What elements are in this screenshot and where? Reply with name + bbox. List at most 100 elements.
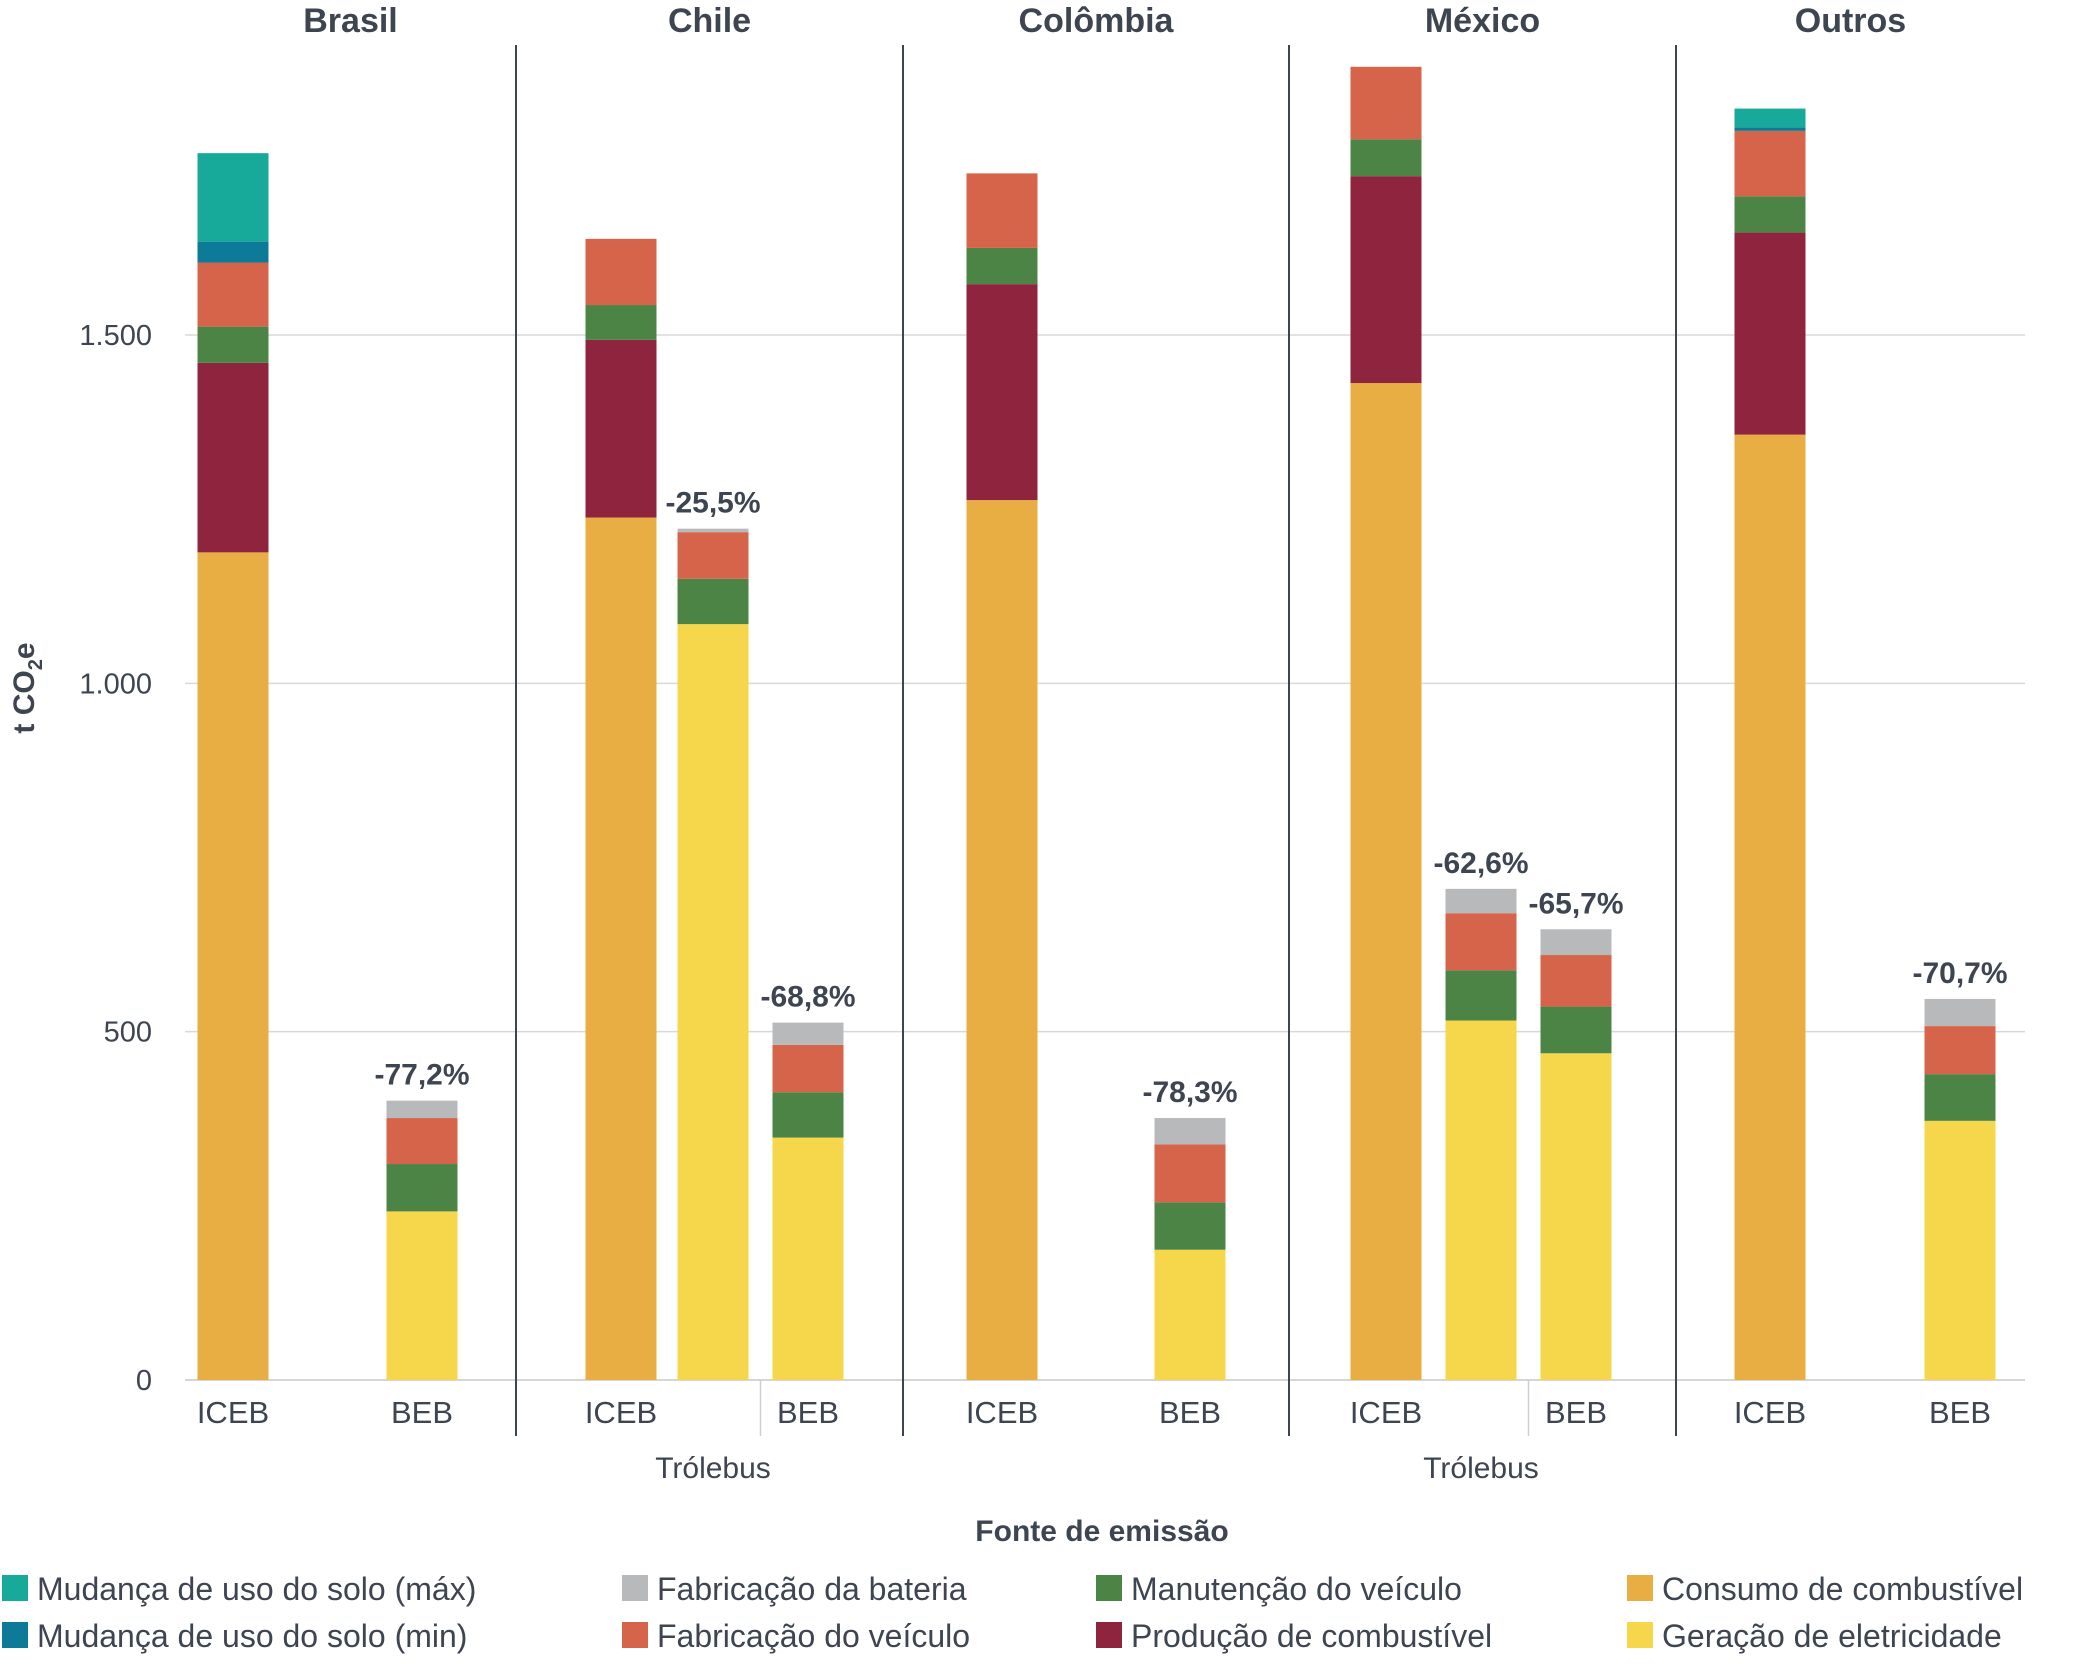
group-title: Brasil [303, 2, 398, 40]
x-category-label: BEB [391, 1395, 453, 1430]
bar-segment-consumo [1350, 383, 1422, 1380]
bar-segment-manutencao [1734, 196, 1806, 233]
group-title: Outros [1795, 2, 1906, 40]
bar-segment-fab_veiculo [1154, 1144, 1226, 1203]
group-title: México [1425, 2, 1540, 40]
legend-swatch-producao [1096, 1622, 1122, 1648]
bar-segment-fab_bateria [677, 528, 749, 533]
bar-segment-fab_bateria [772, 1022, 844, 1045]
bar-segment-fab_veiculo [585, 238, 657, 306]
group-title: Chile [668, 2, 751, 40]
bar-segment-producao [1734, 232, 1806, 435]
legend-swatch-uso_min [2, 1622, 28, 1648]
y-axis-title: t CO2e [8, 642, 47, 733]
bar-segment-fab_veiculo [197, 262, 269, 327]
bar-segment-consumo [1734, 434, 1806, 1381]
bar-segment-fab_veiculo [966, 173, 1038, 248]
bar-segment-manutencao [197, 326, 269, 363]
bar-segment-geracao [772, 1137, 844, 1380]
bar-segment-producao [197, 362, 269, 553]
reduction-label: -68,8% [760, 981, 855, 1014]
bar-segment-geracao [1445, 1020, 1517, 1380]
legend-swatch-geracao [1627, 1622, 1653, 1648]
bar-segment-fab_bateria [1154, 1118, 1226, 1145]
legend-swatch-manutencao [1096, 1575, 1122, 1601]
subgroup-label: Trólebus [655, 1452, 771, 1485]
x-category-label: ICEB [1350, 1395, 1422, 1430]
bar-segment-manutencao [966, 247, 1038, 285]
legend-label: Fabricação da bateria [657, 1571, 967, 1607]
legend-swatch-fab_bateria [622, 1575, 648, 1601]
bar-segment-fab_veiculo [1540, 955, 1612, 1007]
bar-segment-fab_veiculo [1350, 66, 1422, 140]
x-category-label: ICEB [197, 1395, 269, 1430]
legend: Mudança de uso do solo (máx) Mudança de u… [2, 1571, 2023, 1654]
x-category-label: ICEB [585, 1395, 657, 1430]
bar-segment-geracao [1154, 1249, 1226, 1380]
group-dividers [515, 45, 1677, 1436]
bar-segment-manutencao [1350, 139, 1422, 177]
bar-segment-manutencao [1540, 1006, 1612, 1054]
bar-segment-fab_bateria [1445, 888, 1517, 914]
legend-swatch-consumo [1627, 1575, 1653, 1601]
bar-segment-manutencao [1924, 1074, 1996, 1121]
x-category-label: BEB [1159, 1395, 1221, 1430]
bar-segment-fab_veiculo [386, 1118, 458, 1165]
legend-label: Mudança de uso do solo (máx) [37, 1571, 476, 1607]
legend-swatch-uso_max [2, 1575, 28, 1601]
x-axis-title: Fonte de emissão [975, 1515, 1228, 1548]
bar-segment-manutencao [1445, 970, 1517, 1021]
reduction-label: -77,2% [374, 1059, 469, 1092]
legend-label: Consumo de combustível [1662, 1571, 2023, 1607]
bar-segment-uso_min [197, 241, 269, 263]
y-tick-label: 1.000 [79, 668, 152, 700]
bar-segment-geracao [386, 1211, 458, 1380]
bar-segment-fab_veiculo [1734, 130, 1806, 197]
x-category-label: ICEB [966, 1395, 1038, 1430]
bar-segment-fab_bateria [1924, 998, 1996, 1027]
subgroup-label: Trólebus [1423, 1452, 1539, 1485]
bar-segment-fab_bateria [386, 1100, 458, 1119]
bar-segment-manutencao [1154, 1202, 1226, 1250]
bar-segment-fab_veiculo [1445, 913, 1517, 971]
x-category-label: BEB [1545, 1395, 1607, 1430]
bar-segment-fab_veiculo [677, 532, 749, 579]
bar-segment-geracao [1924, 1120, 1996, 1380]
bar-segment-producao [585, 339, 657, 518]
legend-label: Fabricação do veículo [657, 1618, 970, 1654]
reduction-label: -70,7% [1912, 957, 2007, 990]
bar-segment-uso_min [1734, 127, 1806, 131]
y-tick-label: 1.500 [79, 320, 152, 352]
bar-segment-fab_bateria [1540, 929, 1612, 956]
legend-label: Mudança de uso do solo (min) [37, 1618, 467, 1654]
bar-segment-consumo [585, 517, 657, 1380]
bar-segment-geracao [1540, 1053, 1612, 1380]
bar-segment-fab_veiculo [772, 1044, 844, 1093]
bar-segment-fab_veiculo [1924, 1026, 1996, 1075]
reduction-label: -65,7% [1528, 887, 1623, 920]
bar-segment-consumo [197, 552, 269, 1380]
gridlines: 0 500 1.000 1.500 [79, 320, 2025, 1397]
group-title: Colômbia [1019, 2, 1175, 40]
legend-swatch-fab_veiculo [622, 1622, 648, 1648]
bar-segment-uso_max [1734, 108, 1806, 128]
bar-segment-producao [966, 284, 1038, 501]
bars [197, 66, 1996, 1381]
legend-label: Produção de combustível [1131, 1618, 1492, 1654]
x-category-label: BEB [1929, 1395, 1991, 1430]
bar-segment-producao [1350, 176, 1422, 384]
bar-segment-uso_max [197, 153, 269, 242]
legend-label: Geração de eletricidade [1662, 1618, 2002, 1654]
y-tick-label: 500 [104, 1017, 152, 1049]
bar-segment-manutencao [386, 1164, 458, 1212]
labels: Brasil ICEB -77,2% BEB Chile ICEB -25,5% -68,8%… [197, 2, 2008, 1485]
bar-segment-geracao [677, 624, 749, 1380]
bar-segment-manutencao [585, 305, 657, 340]
y-tick-label: 0 [136, 1365, 152, 1397]
reduction-label: -25,5% [665, 487, 760, 520]
bar-segment-consumo [966, 500, 1038, 1380]
bar-segment-manutencao [772, 1092, 844, 1138]
reduction-label: -62,6% [1433, 847, 1528, 880]
x-category-label: ICEB [1734, 1395, 1806, 1430]
